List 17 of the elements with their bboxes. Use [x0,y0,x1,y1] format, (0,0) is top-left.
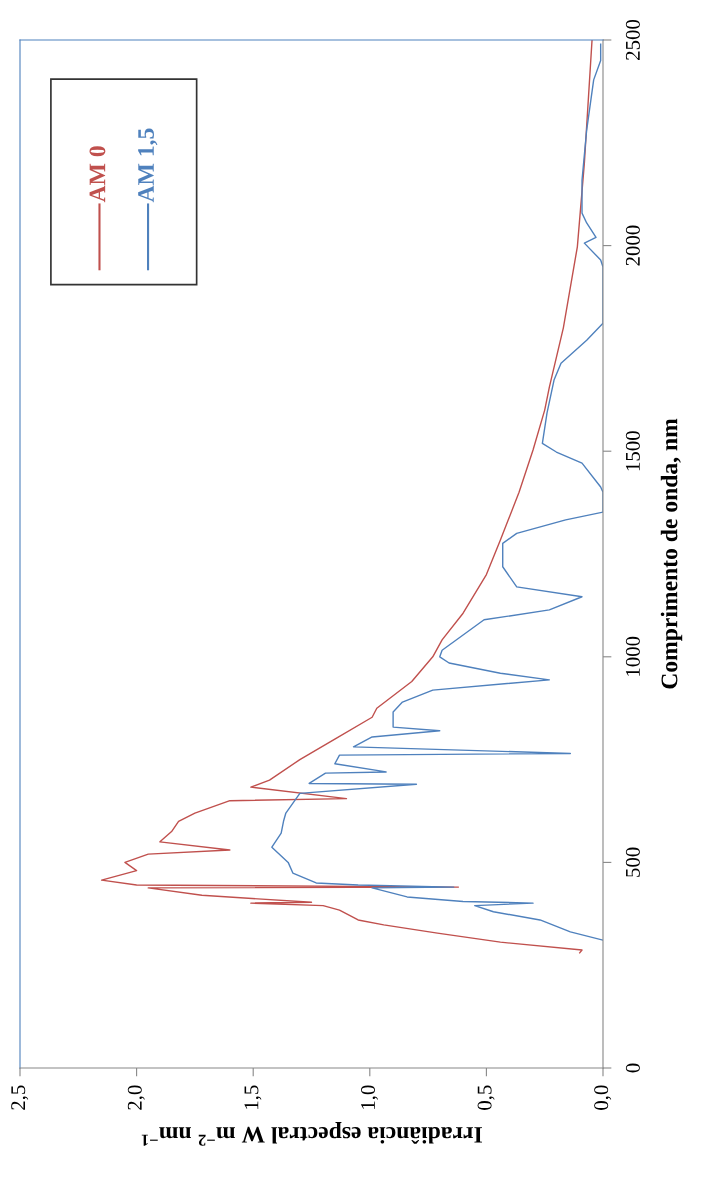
x-tick-label: 1,0 [360,1085,379,1109]
x-tick-label: 0,5 [477,1085,495,1110]
x-tick-label: 2,0 [127,1085,145,1110]
text: AM 0 [89,146,106,203]
y-tick-label: 2000 [625,225,640,266]
y-tick-label: 1000 [625,636,640,676]
y-tick-label: 500 [625,847,640,877]
x-tick-label: 0,0 [594,1085,612,1110]
y-tick-label: 1500 [625,431,640,471]
x-tick-label: 1,5 [244,1085,262,1109]
y-tick-label: 0 [625,1063,640,1073]
text: AM 1,5 [138,128,158,203]
x-tick-label: 2,5 [11,1085,29,1110]
line-series [271,43,603,941]
x-axis-title: Irradiância espectral W m$^{−2}$ nm$^{−1}$ [141,1122,482,1146]
y-axis-title: Comprimento de onda, nm [660,418,683,689]
y-tick-label: 2500 [625,19,640,60]
